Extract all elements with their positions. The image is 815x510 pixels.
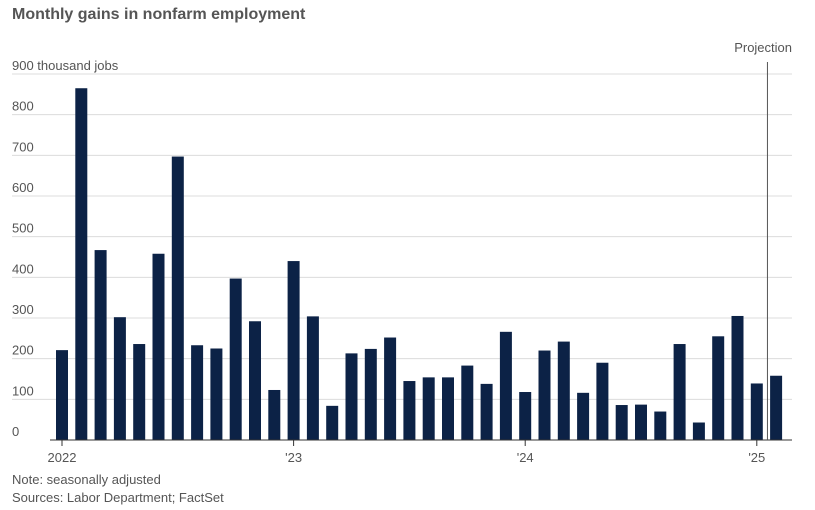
projection-marker: Projection — [734, 40, 792, 440]
x-axis: 2022 '23 '24 '25 — [48, 439, 792, 465]
y-tick-label: 0 — [12, 424, 19, 439]
bar-2023-07 — [403, 381, 416, 440]
projection-label: Projection — [734, 40, 792, 55]
gridlines — [12, 73, 792, 400]
bar-2022-12 — [268, 389, 281, 440]
y-tick-label: 400 — [12, 261, 34, 276]
bar-2022-09 — [210, 348, 223, 440]
y-tick-label: 700 — [12, 139, 34, 154]
y-tick-label: 200 — [12, 343, 34, 358]
bar-2024-04 — [577, 392, 590, 440]
bar-2025-01 — [750, 383, 763, 440]
bar-2024-11 — [712, 336, 725, 440]
x-tick-label: 2022 — [48, 450, 77, 465]
bar-2022-08 — [191, 345, 204, 440]
bar-2023-03 — [326, 405, 339, 440]
bar-2022-03 — [94, 250, 107, 440]
bar-2023-09 — [442, 377, 454, 440]
bar-2024-08 — [654, 411, 667, 440]
bar-2023-02 — [306, 316, 319, 440]
y-tick-label: 800 — [12, 99, 34, 114]
x-tick-label: '24 — [517, 450, 534, 465]
bar-2022-06 — [152, 253, 165, 440]
bar-2024-12 — [731, 315, 744, 440]
bar-2024-10 — [692, 422, 705, 440]
bar-2023-11 — [480, 383, 493, 440]
bar-2023-04 — [345, 353, 358, 440]
bar-2022-11 — [249, 321, 261, 440]
bar-2024-02 — [538, 350, 551, 440]
y-tick-label: 900 thousand jobs — [12, 58, 119, 73]
bar-2022-05 — [133, 344, 146, 440]
bar-2024-09 — [673, 344, 686, 440]
bars — [56, 88, 783, 440]
nonfarm-bar-chart: 0 100 200 300 400 500 600 700 800 900 thousand jo… — [12, 40, 792, 465]
bar-2023-08 — [422, 377, 435, 440]
y-tick-label: 300 — [12, 302, 34, 317]
chart-sources: Sources: Labor Department; FactSet — [12, 490, 224, 505]
bar-2022-07 — [171, 156, 184, 440]
bar-2024-05 — [596, 362, 609, 440]
bar-2022-02 — [75, 88, 88, 440]
y-tick-label: 500 — [12, 221, 34, 236]
bar-2022-01 — [56, 350, 68, 440]
bar-2023-12 — [499, 331, 512, 440]
x-tick-label: '23 — [285, 450, 302, 465]
bar-2024-01 — [519, 392, 532, 440]
bar-2023-05 — [364, 348, 377, 440]
bar-2024-07 — [635, 404, 647, 440]
bar-2023-01 — [287, 261, 300, 440]
bar-2022-04 — [113, 317, 126, 440]
bar-2022-10 — [229, 278, 242, 440]
chart-title: Monthly gains in nonfarm employment — [12, 6, 306, 23]
y-axis-labels: 0 100 200 300 400 500 600 700 800 900 thousand jo… — [12, 58, 119, 439]
bar-2024-03 — [557, 341, 570, 440]
bar-2025-02 — [770, 375, 783, 440]
bar-2023-06 — [384, 337, 397, 440]
x-tick-label: '25 — [748, 450, 765, 465]
y-tick-label: 600 — [12, 180, 34, 195]
chart-note: Note: seasonally adjusted — [12, 472, 161, 487]
y-tick-label: 100 — [12, 383, 34, 398]
bar-2023-10 — [461, 365, 474, 440]
bar-2024-06 — [615, 405, 628, 440]
